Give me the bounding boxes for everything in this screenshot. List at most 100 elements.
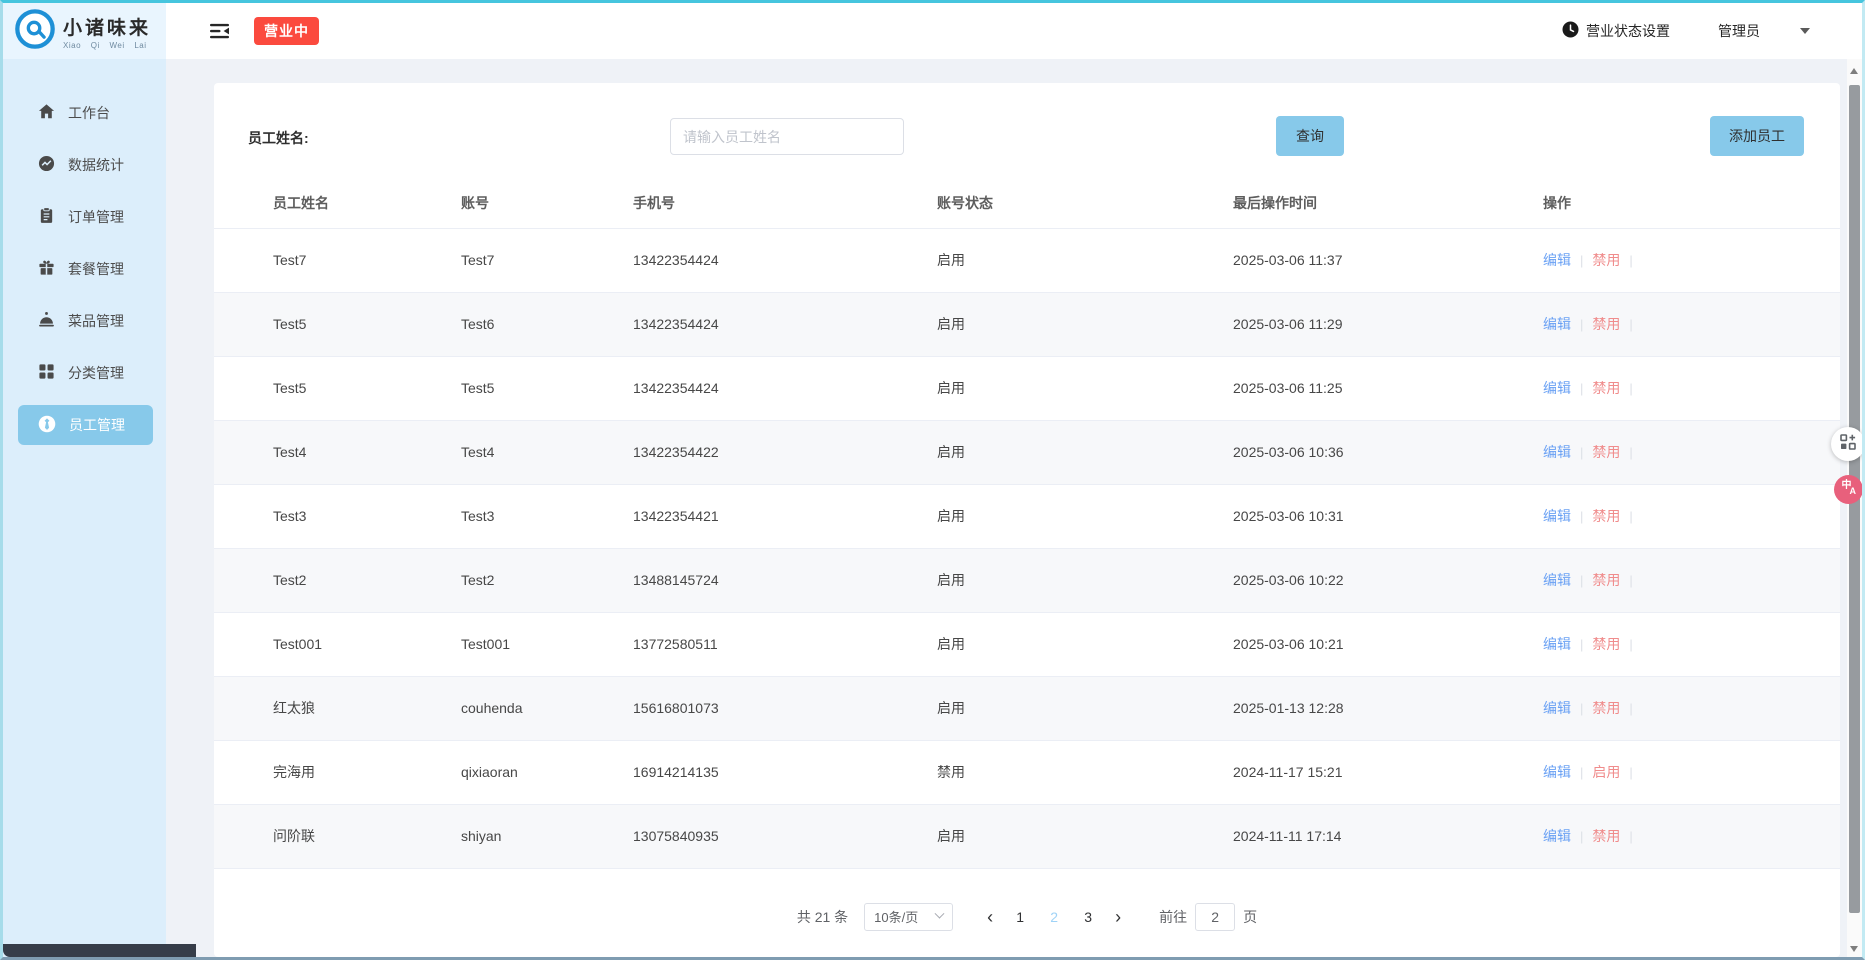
bottom-dark-bar <box>3 944 196 957</box>
table-row: 红太狼 couhenda 15616801073 启用 2025-01-13 1… <box>214 676 1840 741</box>
action-separator: | <box>1580 637 1584 652</box>
sidebar-item-label: 工作台 <box>68 105 110 121</box>
sidebar-item-label: 数据统计 <box>68 157 124 173</box>
status-cell: 启用 <box>937 676 1233 741</box>
last-op-time-cell: 2025-03-06 11:29 <box>1233 292 1543 357</box>
account-cell: shiyan <box>461 804 633 869</box>
edit-link[interactable]: 编辑 <box>1543 380 1571 396</box>
sidebar-item-label: 套餐管理 <box>68 261 124 277</box>
edit-link[interactable]: 编辑 <box>1543 508 1571 524</box>
scroll-down-arrow-icon[interactable] <box>1850 946 1858 952</box>
action-separator: | <box>1580 701 1584 716</box>
employee-name-cell: Test2 <box>214 548 461 613</box>
actions-cell: 编辑 | 禁用 | <box>1543 548 1840 613</box>
page-button-3[interactable]: 3 <box>1084 908 1093 925</box>
toggle-status-link[interactable]: 禁用 <box>1592 572 1621 588</box>
sidebar-item-orders[interactable]: 订单管理 <box>3 191 166 243</box>
table-row: Test3 Test3 13422354421 启用 2025-03-06 10… <box>214 484 1840 549</box>
total-count: 共 21 条 <box>796 908 849 925</box>
phone-cell: 15616801073 <box>633 676 937 741</box>
status-cell: 启用 <box>937 228 1233 293</box>
scrollbar[interactable] <box>1847 59 1862 957</box>
business-status-button[interactable]: 营业状态设置 <box>1562 21 1670 41</box>
status-cell: 启用 <box>937 804 1233 869</box>
toggle-status-link[interactable]: 禁用 <box>1592 636 1621 652</box>
action-separator: | <box>1580 573 1584 588</box>
toggle-status-link[interactable]: 禁用 <box>1592 444 1621 460</box>
edit-link[interactable]: 编辑 <box>1543 764 1571 780</box>
edit-link[interactable]: 编辑 <box>1543 572 1571 588</box>
action-separator: | <box>1580 253 1584 268</box>
actions-cell: 编辑 | 禁用 | <box>1543 804 1840 869</box>
brand-text: 小诸味来 Xiao Qi Wei Lai <box>63 13 151 50</box>
edit-link[interactable]: 编辑 <box>1543 252 1571 268</box>
sidebar-item-dishes[interactable]: 菜品管理 <box>3 295 166 347</box>
sidebar-item-label: 员工管理 <box>69 417 125 433</box>
sidebar-item-meal-sets[interactable]: 套餐管理 <box>3 243 166 295</box>
table-row: Test001 Test001 13772580511 启用 2025-03-0… <box>214 612 1840 677</box>
phone-cell: 13488145724 <box>633 548 937 613</box>
toggle-status-link[interactable]: 禁用 <box>1592 508 1621 524</box>
page-size-select[interactable]: 10条/页 <box>864 902 954 931</box>
edit-link[interactable]: 编辑 <box>1543 444 1571 460</box>
last-op-time-cell: 2024-11-17 15:21 <box>1233 740 1543 805</box>
sidebar-item-workbench[interactable]: 工作台 <box>3 87 166 139</box>
employee-name-cell: Test5 <box>214 292 461 357</box>
next-page-button[interactable]: › <box>1115 906 1122 927</box>
toggle-status-link[interactable]: 禁用 <box>1592 252 1621 268</box>
account-cell: Test7 <box>461 228 633 293</box>
account-cell: qixiaoran <box>461 740 633 805</box>
filter-label: 员工姓名: <box>248 130 309 146</box>
sidebar-item-categories[interactable]: 分类管理 <box>3 347 166 399</box>
employee-name-input[interactable] <box>670 118 904 155</box>
action-separator: | <box>1629 637 1633 652</box>
float-button-translate[interactable]: 中 A <box>1834 475 1862 504</box>
edit-link[interactable]: 编辑 <box>1543 636 1571 652</box>
actions-cell: 编辑 | 禁用 | <box>1543 676 1840 741</box>
employee-name-cell: Test4 <box>214 420 461 485</box>
phone-cell: 13422354424 <box>633 228 937 293</box>
pagination: 共 21 条 10条/页 ‹ 1 2 3 › 前往 页 <box>214 901 1840 933</box>
query-button[interactable]: 查询 <box>1276 116 1344 156</box>
toggle-status-link[interactable]: 禁用 <box>1592 380 1621 396</box>
float-button-collect[interactable] <box>1831 427 1862 461</box>
account-cell: Test6 <box>461 292 633 357</box>
last-op-time-cell: 2025-03-06 11:25 <box>1233 356 1543 421</box>
menu-fold-icon[interactable] <box>210 23 229 39</box>
add-employee-button[interactable]: 添加员工 <box>1710 116 1804 156</box>
table-row: Test5 Test5 13422354424 启用 2025-03-06 11… <box>214 356 1840 421</box>
prev-page-button[interactable]: ‹ <box>987 906 994 927</box>
user-menu[interactable]: 管理员 <box>1718 23 1760 39</box>
table-row: 问阶联 shiyan 13075840935 启用 2024-11-11 17:… <box>214 804 1840 869</box>
page-button-1[interactable]: 1 <box>1016 908 1025 925</box>
phone-cell: 13422354422 <box>633 420 937 485</box>
col-status: 账号状态 <box>937 178 1233 229</box>
phone-cell: 13422354424 <box>633 292 937 357</box>
content-card: 员工姓名: 查询 添加员工 员工姓名 账号 手机号 账号状态 最后操作时间 <box>214 83 1840 957</box>
last-op-time-cell: 2025-01-13 12:28 <box>1233 676 1543 741</box>
edit-link[interactable]: 编辑 <box>1543 316 1571 332</box>
employee-name-cell: Test7 <box>214 228 461 293</box>
chevron-down-icon[interactable] <box>1800 28 1810 34</box>
goto-page-input[interactable] <box>1195 902 1236 931</box>
sidebar-item-statistics[interactable]: 数据统计 <box>3 139 166 191</box>
toggle-status-link[interactable]: 禁用 <box>1592 828 1621 844</box>
dish-icon <box>38 311 55 331</box>
home-icon <box>38 103 55 123</box>
phone-cell: 13422354424 <box>633 356 937 421</box>
actions-cell: 编辑 | 禁用 | <box>1543 612 1840 677</box>
edit-link[interactable]: 编辑 <box>1543 828 1571 844</box>
phone-cell: 13075840935 <box>633 804 937 869</box>
sidebar-item-employees[interactable]: 员工管理 <box>18 405 153 445</box>
employee-name-cell: Test001 <box>214 612 461 677</box>
edit-link[interactable]: 编辑 <box>1543 700 1571 716</box>
goto-suffix: 页 <box>1243 908 1258 925</box>
page-button-2-active[interactable]: 2 <box>1050 908 1059 925</box>
swirl-q-icon <box>14 8 56 55</box>
last-op-time-cell: 2024-11-11 17:14 <box>1233 804 1543 869</box>
toggle-status-link[interactable]: 禁用 <box>1592 316 1621 332</box>
toggle-status-link[interactable]: 禁用 <box>1592 700 1621 716</box>
toggle-status-link[interactable]: 启用 <box>1592 764 1621 780</box>
status-cell: 启用 <box>937 612 1233 677</box>
scroll-up-arrow-icon[interactable] <box>1850 68 1858 74</box>
